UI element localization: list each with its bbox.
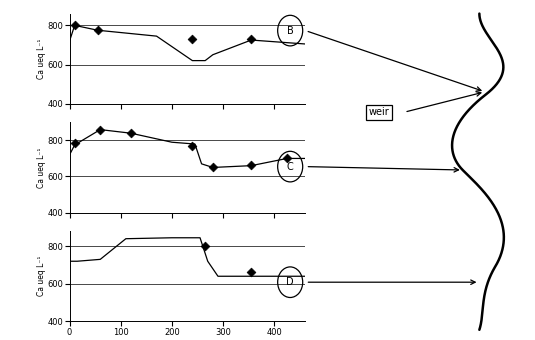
Point xyxy=(283,156,292,161)
Point xyxy=(247,36,256,42)
Point xyxy=(201,243,209,249)
Point xyxy=(127,131,135,136)
Y-axis label: Ca ueq L⁻¹: Ca ueq L⁻¹ xyxy=(37,38,46,79)
Y-axis label: Ca ueq L⁻¹: Ca ueq L⁻¹ xyxy=(37,256,46,296)
X-axis label: time [min]: time [min] xyxy=(163,339,211,340)
Y-axis label: Ca ueq L⁻¹: Ca ueq L⁻¹ xyxy=(37,147,46,188)
Point xyxy=(209,164,217,169)
Point xyxy=(71,23,79,28)
Point xyxy=(247,269,256,274)
Point xyxy=(247,162,256,168)
Point xyxy=(188,143,197,149)
Text: weir: weir xyxy=(369,107,389,117)
Text: D: D xyxy=(286,277,294,287)
Point xyxy=(188,36,197,42)
Text: C: C xyxy=(287,162,294,172)
Text: B: B xyxy=(287,26,294,36)
Point xyxy=(71,140,79,146)
Point xyxy=(96,127,104,132)
Point xyxy=(94,28,102,33)
